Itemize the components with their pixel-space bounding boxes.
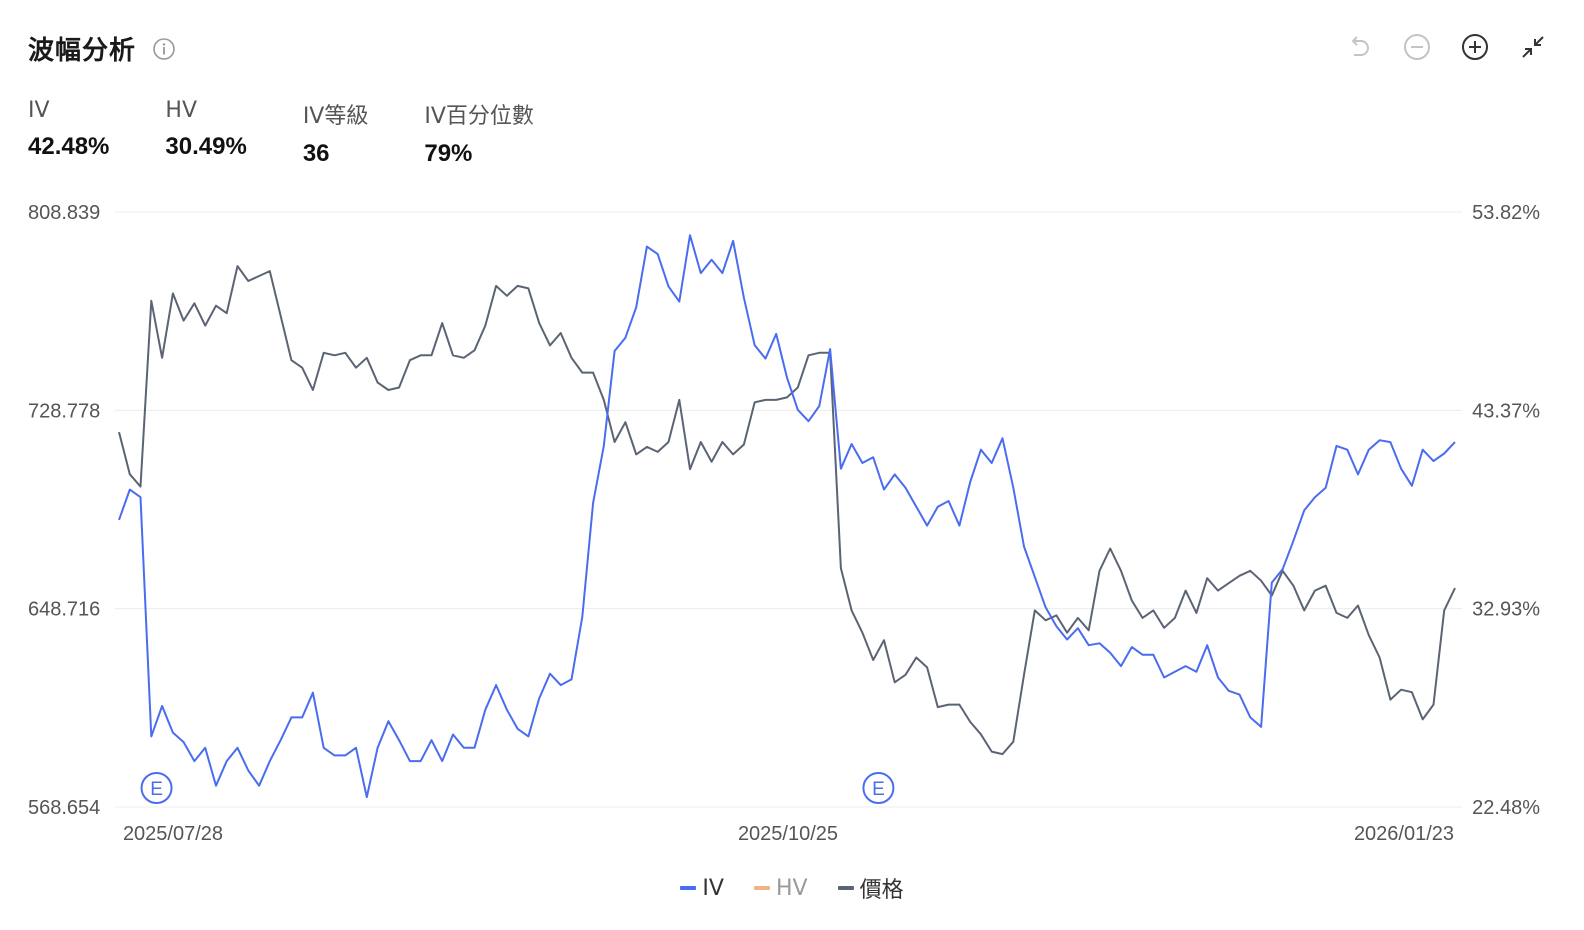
stats-row: IV 42.48% HV 30.49% IV等級 36 IV百分位數 79% bbox=[28, 98, 590, 168]
earnings-marker-label: E bbox=[872, 779, 885, 800]
stat-iv-rank: IV等級 36 bbox=[303, 98, 369, 168]
legend-item-price[interactable]: 價格 bbox=[837, 872, 904, 904]
legend-item-hv[interactable]: HV bbox=[753, 872, 808, 904]
page-title: 波幅分析 bbox=[28, 36, 137, 66]
stat-iv-percentile: IV百分位數 79% bbox=[424, 98, 534, 168]
stat-value: 42.48% bbox=[28, 133, 110, 160]
legend-swatch bbox=[837, 886, 854, 890]
right-axis-tick-label: 22.48% bbox=[1472, 797, 1540, 819]
right-axis-tick-label: 43.37% bbox=[1472, 400, 1540, 422]
collapse-icon[interactable] bbox=[1518, 32, 1548, 62]
zoom-out-icon[interactable] bbox=[1402, 32, 1432, 62]
chart-legend: IV HV 價格 bbox=[0, 872, 1584, 904]
volatility-chart[interactable]: 808.839 53.82% 728.778 43.37% 648.716 32.93% 5… bbox=[0, 190, 1584, 850]
stat-label: HV bbox=[165, 98, 197, 123]
stat-label: IV百分位數 bbox=[424, 104, 534, 129]
price-series-line bbox=[118, 265, 1456, 756]
undo-icon[interactable] bbox=[1344, 32, 1374, 62]
legend-label: IV bbox=[702, 875, 724, 901]
stat-label: IV等級 bbox=[302, 104, 369, 129]
x-axis-tick-label: 2025/07/28 bbox=[123, 823, 223, 845]
iv-series-line bbox=[118, 234, 1456, 799]
x-axis-tick-label: 2026/01/23 bbox=[1354, 823, 1454, 845]
legend-item-iv[interactable]: IV bbox=[680, 872, 724, 904]
left-axis-tick-label: 568.654 bbox=[28, 797, 100, 819]
earnings-marker[interactable] bbox=[140, 772, 173, 804]
info-icon[interactable] bbox=[152, 37, 176, 61]
earnings-marker[interactable] bbox=[862, 772, 895, 804]
legend-label: HV bbox=[775, 875, 808, 901]
stat-value: 36 bbox=[302, 140, 330, 167]
right-axis-tick-label: 32.93% bbox=[1472, 599, 1540, 621]
chart-toolbar bbox=[1344, 32, 1548, 62]
left-axis-tick-label: 648.716 bbox=[28, 599, 100, 621]
stat-value: 79% bbox=[424, 140, 473, 167]
left-axis-tick-label: 808.839 bbox=[28, 202, 100, 224]
left-axis-tick-label: 728.778 bbox=[28, 400, 100, 422]
stat-label: IV bbox=[28, 98, 50, 123]
earnings-marker-label: E bbox=[150, 779, 163, 800]
legend-swatch bbox=[680, 886, 697, 890]
stat-iv: IV 42.48% bbox=[28, 98, 109, 168]
chart-header: 波幅分析 bbox=[28, 30, 176, 67]
stat-hv: HV 30.49% bbox=[165, 98, 246, 168]
legend-swatch bbox=[753, 886, 770, 890]
legend-label: 價格 bbox=[859, 878, 904, 903]
zoom-in-icon[interactable] bbox=[1460, 32, 1490, 62]
stat-value: 30.49% bbox=[165, 133, 247, 160]
x-axis-tick-label: 2025/10/25 bbox=[738, 823, 838, 845]
right-axis-tick-label: 53.82% bbox=[1472, 202, 1540, 224]
